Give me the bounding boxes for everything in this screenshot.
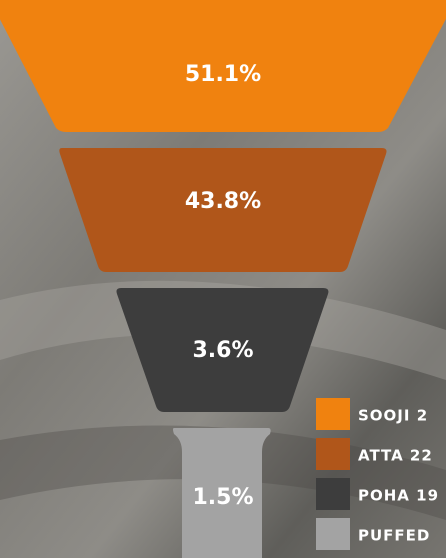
funnel-segment: [116, 288, 329, 412]
funnel-segment: [173, 428, 271, 558]
legend-swatch: [316, 478, 350, 510]
legend-label: ATTA 22: [358, 447, 433, 465]
legend-label: PUFFED: [358, 527, 430, 545]
legend-swatch: [316, 398, 350, 430]
value-label: 3.6%: [192, 338, 253, 363]
legend-label: SOOJI 2: [358, 407, 428, 425]
value-label: 43.8%: [185, 189, 261, 214]
legend-swatch: [316, 518, 350, 550]
value-label: 51.1%: [185, 62, 261, 87]
legend-label: POHA 19: [358, 487, 439, 505]
funnel-segment: [0, 0, 446, 132]
funnel-segment: [59, 148, 387, 272]
value-label: 1.5%: [192, 485, 253, 510]
legend-swatch: [316, 438, 350, 470]
